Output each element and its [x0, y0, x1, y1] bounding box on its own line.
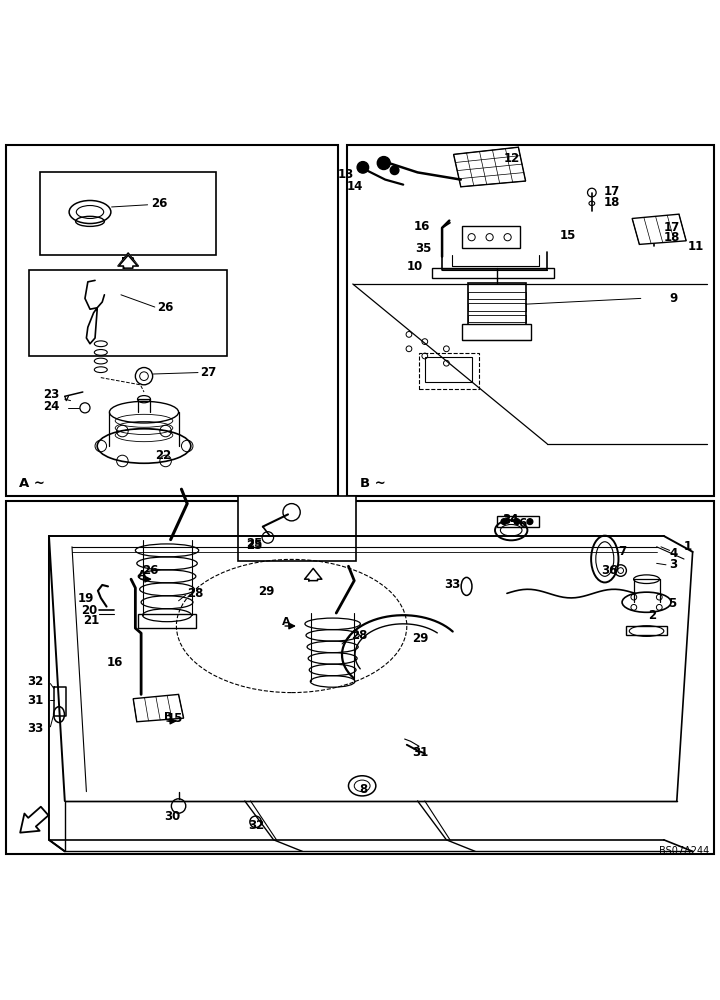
Bar [29, 270, 227, 356]
Polygon shape [20, 807, 48, 833]
Text: A: A [282, 617, 291, 627]
Text: 15: 15 [560, 229, 577, 242]
Text: 19: 19 [78, 592, 94, 605]
Polygon shape [118, 253, 138, 266]
Text: 28: 28 [187, 587, 204, 600]
Bar [138, 614, 196, 628]
Text: 29: 29 [258, 585, 274, 598]
Text: B ~: B ~ [360, 477, 386, 490]
Text: B: B [164, 712, 173, 722]
Bar [462, 226, 520, 248]
Bar [468, 303, 526, 311]
Text: 11: 11 [688, 240, 704, 253]
Text: 30: 30 [164, 810, 181, 823]
Text: 8: 8 [359, 783, 368, 796]
Circle shape [527, 519, 533, 524]
Polygon shape [632, 214, 686, 244]
Text: 1: 1 [684, 540, 692, 553]
Text: 18: 18 [664, 231, 680, 244]
Text: 33: 33 [27, 722, 44, 735]
Circle shape [377, 157, 390, 170]
Text: 23: 23 [43, 388, 60, 401]
Bar [468, 283, 526, 326]
Text: A: A [138, 570, 147, 580]
Circle shape [390, 166, 399, 175]
Text: 12: 12 [504, 151, 521, 164]
Circle shape [357, 162, 369, 173]
Text: 31: 31 [412, 746, 428, 758]
Text: 7: 7 [618, 545, 626, 558]
Text: 27: 27 [200, 366, 217, 379]
Bar [468, 292, 526, 299]
Text: 17: 17 [664, 221, 680, 234]
Text: 14: 14 [346, 180, 363, 193]
Bar [6, 145, 338, 496]
Text: 25: 25 [246, 539, 263, 552]
Text: 16: 16 [414, 220, 431, 233]
Bar [238, 496, 356, 561]
Text: 24: 24 [43, 400, 60, 413]
Polygon shape [454, 147, 526, 187]
Text: 25: 25 [246, 537, 263, 550]
Polygon shape [133, 694, 184, 722]
Text: 4: 4 [670, 547, 678, 560]
Text: 31: 31 [27, 694, 44, 707]
Text: 16: 16 [107, 656, 123, 668]
Bar [40, 172, 216, 255]
Text: 17: 17 [603, 185, 620, 198]
Text: 5: 5 [668, 597, 676, 610]
Text: 32: 32 [27, 675, 44, 688]
Polygon shape [119, 255, 138, 268]
Text: 9: 9 [670, 292, 678, 305]
Text: 26: 26 [143, 564, 159, 577]
Text: 3: 3 [670, 558, 678, 571]
Bar [626, 626, 667, 635]
Text: 21: 21 [84, 614, 100, 627]
Text: 15: 15 [167, 712, 184, 725]
Text: BS07A244: BS07A244 [659, 846, 709, 856]
Bar [6, 501, 714, 854]
Text: 26: 26 [151, 197, 168, 210]
Text: 13: 13 [338, 168, 354, 181]
Text: 28: 28 [351, 629, 368, 642]
Text: 34: 34 [503, 513, 519, 526]
Bar [468, 315, 526, 322]
Text: 18: 18 [603, 196, 620, 209]
Text: 6: 6 [518, 517, 526, 530]
Text: 34: 34 [503, 514, 519, 527]
Bar [425, 357, 472, 382]
Bar [419, 353, 479, 389]
Bar [347, 145, 714, 496]
Text: 29: 29 [412, 632, 428, 645]
Bar [432, 268, 554, 278]
Text: 36: 36 [601, 564, 618, 577]
Text: 35: 35 [415, 241, 432, 254]
Text: 32: 32 [248, 819, 265, 832]
Text: A ~: A ~ [19, 477, 45, 490]
Text: 2: 2 [648, 609, 656, 622]
Text: 22: 22 [155, 449, 171, 462]
Polygon shape [305, 568, 322, 581]
Circle shape [501, 519, 507, 524]
Text: 10: 10 [407, 259, 423, 272]
Text: 26: 26 [157, 301, 174, 314]
Bar [462, 324, 531, 340]
Text: 20: 20 [81, 604, 97, 617]
Text: 33: 33 [444, 578, 461, 591]
Circle shape [514, 519, 520, 524]
Bar [497, 516, 539, 527]
